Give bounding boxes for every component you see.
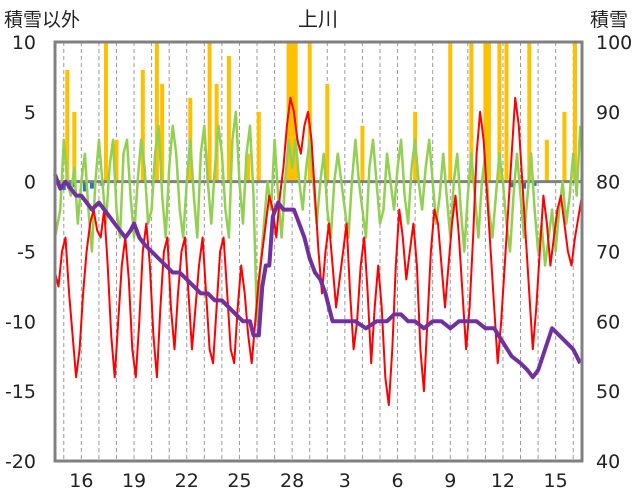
orange-bar (226, 55, 231, 182)
chart-title: 上川 (298, 7, 338, 31)
orange-bar (103, 42, 108, 182)
x-tick: 19 (122, 470, 146, 492)
x-tick: 12 (491, 470, 515, 492)
x-tick: 3 (339, 470, 351, 492)
orange-bar (246, 153, 251, 182)
y-right-tick: 70 (596, 242, 620, 264)
blue-bar (509, 181, 514, 188)
orange-bar (527, 42, 532, 182)
orange-bar (325, 83, 330, 182)
blue-bar (532, 181, 537, 186)
blue-bar (89, 181, 94, 189)
x-tick: 9 (444, 470, 456, 492)
series-green (53, 110, 582, 323)
orange-bar (154, 42, 159, 182)
series-lines (53, 96, 583, 407)
x-tick: 28 (280, 470, 304, 492)
y-left-tick: -20 (5, 451, 36, 473)
orange-bar (65, 69, 70, 182)
orange-bar (290, 42, 295, 182)
y-right-tick: 100 (596, 32, 632, 54)
y-right-tick: 50 (596, 381, 620, 403)
orange-bar (360, 125, 365, 182)
y-left-tick: 0 (24, 172, 36, 194)
orange-bar (72, 111, 77, 182)
x-tick: 25 (227, 470, 251, 492)
y-left-tick: 5 (24, 102, 36, 124)
y-left-tick: -15 (5, 381, 36, 403)
orange-bar (572, 42, 577, 182)
orange-bar (293, 42, 298, 182)
y-left-tick: 10 (12, 32, 36, 54)
y-right-axis-label: 積雪 (590, 9, 628, 31)
orange-bar (307, 42, 312, 182)
orange-bar (544, 139, 549, 182)
orange-bar (114, 139, 119, 182)
orange-bar (562, 111, 567, 182)
x-tick: 15 (544, 470, 568, 492)
y-right-tick: 40 (596, 451, 620, 473)
orange-bar (140, 69, 145, 182)
series-temperature (54, 96, 583, 407)
blue-bar (82, 181, 87, 192)
y-left-tick: -10 (5, 311, 36, 333)
x-tick: 22 (175, 470, 199, 492)
orange-bar (160, 83, 165, 182)
series-snow_depth (53, 173, 582, 380)
x-tick: 16 (69, 470, 93, 492)
orange-bar (497, 42, 502, 182)
blue-bar (522, 181, 527, 189)
orange-bar (448, 42, 453, 182)
orange-bar (256, 111, 261, 182)
orange-bar (483, 42, 488, 182)
x-tick: 6 (392, 470, 404, 492)
y-left-axis-label: 積雪以外 (4, 9, 80, 31)
orange-bar (486, 42, 491, 182)
y-right-tick: 80 (596, 172, 620, 194)
y-right-tick: 60 (596, 311, 620, 333)
plot-frame (53, 40, 584, 463)
y-left-tick: -5 (17, 242, 36, 264)
y-right-tick: 90 (596, 102, 620, 124)
orange-bar (504, 42, 509, 182)
orange-bar (469, 42, 474, 182)
orange-bar (207, 42, 212, 182)
